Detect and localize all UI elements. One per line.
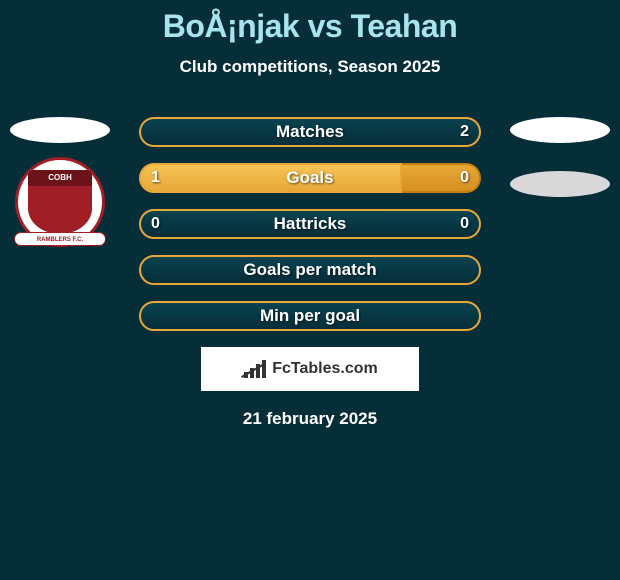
stat-row-matches: Matches 2: [139, 117, 481, 147]
stat-row-hattricks: Hattricks 0 0: [139, 209, 481, 239]
main-container: BoÅ¡njak vs Teahan Club competitions, Se…: [0, 0, 620, 429]
stat-bars-container: Matches 2 Goals 1 0 Hattricks 0 0 Goals …: [139, 117, 481, 331]
stats-area: COBH RAMBLERS F.C. Matches 2 Goals 1 0: [0, 117, 620, 331]
left-team-badge-area: COBH RAMBLERS F.C.: [10, 117, 110, 247]
crest-banner-text: RAMBLERS F.C.: [14, 232, 106, 246]
crest-top-text: COBH: [28, 170, 92, 186]
matches-label: Matches: [276, 122, 344, 142]
goals-bar-left: [139, 163, 402, 193]
right-team-badge-area: [510, 117, 610, 197]
chart-icon: [242, 360, 266, 378]
source-logo-text: FcTables.com: [272, 360, 378, 378]
min-per-goal-label: Min per goal: [260, 306, 360, 326]
hattricks-label: Hattricks: [274, 214, 347, 234]
goals-label: Goals: [286, 168, 333, 188]
left-team-crest: COBH RAMBLERS F.C.: [15, 157, 105, 247]
left-oval-placeholder: [10, 117, 110, 143]
goals-per-match-label: Goals per match: [243, 260, 376, 280]
right-oval-placeholder: [510, 117, 610, 143]
matches-value-right: 2: [460, 123, 469, 141]
right-oval-placeholder-2: [510, 171, 610, 197]
hattricks-value-left: 0: [151, 215, 160, 233]
stat-row-goals: Goals 1 0: [139, 163, 481, 193]
goals-value-left: 1: [151, 169, 160, 187]
goals-value-right: 0: [460, 169, 469, 187]
date-text: 21 february 2025: [0, 409, 620, 429]
source-logo-box: FcTables.com: [201, 347, 419, 391]
stat-row-min-per-goal: Min per goal: [139, 301, 481, 331]
crest-shield: COBH: [28, 170, 92, 234]
page-subtitle: Club competitions, Season 2025: [0, 57, 620, 77]
stat-row-goals-per-match: Goals per match: [139, 255, 481, 285]
hattricks-value-right: 0: [460, 215, 469, 233]
page-title: BoÅ¡njak vs Teahan: [0, 8, 620, 45]
goals-bar-right: [402, 163, 481, 193]
